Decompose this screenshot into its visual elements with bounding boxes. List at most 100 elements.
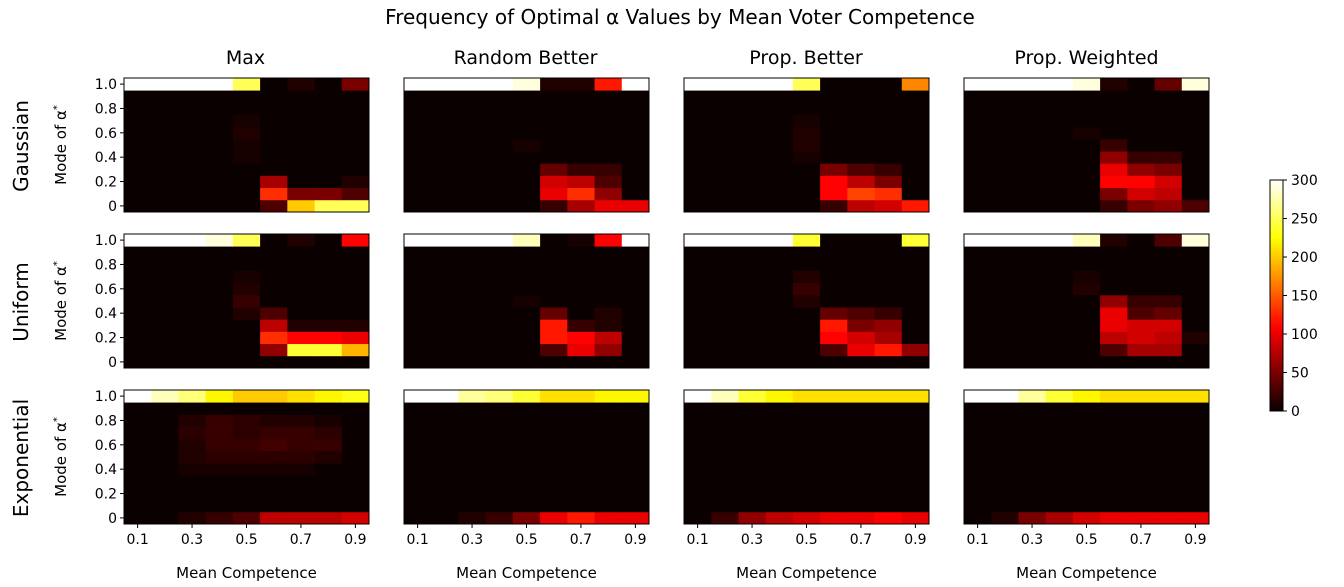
heatmap-cell	[178, 487, 207, 501]
heatmap-cell	[431, 102, 459, 115]
heatmap-cell	[232, 114, 261, 128]
heatmap-cell	[485, 175, 514, 189]
heatmap-cell	[765, 475, 794, 488]
heatmap-cell	[232, 414, 261, 427]
heatmap-cell	[567, 126, 595, 140]
column-title-max: Max	[226, 47, 265, 69]
heatmap-cell	[1018, 343, 1047, 357]
heatmap-cell	[847, 78, 875, 91]
heatmap-cell	[964, 246, 992, 259]
heatmap-cell	[232, 511, 261, 525]
heatmap-cell	[1100, 102, 1128, 115]
heatmap-cell	[1127, 343, 1155, 357]
heatmap-cell	[621, 402, 650, 415]
heatmap-cell	[594, 319, 623, 332]
heatmap-cell	[738, 475, 767, 488]
heatmap-cell	[621, 390, 650, 403]
heatmap-cell	[820, 199, 848, 213]
heatmap-cell	[847, 319, 875, 332]
heatmap-cell	[287, 414, 315, 427]
heatmap-cell	[341, 258, 370, 271]
heatmap-cell	[1045, 511, 1074, 525]
heatmap-cell	[874, 343, 903, 357]
heatmap-cell	[684, 246, 712, 259]
heatmap-cell	[1127, 511, 1155, 525]
heatmap-cell	[901, 331, 930, 345]
heatmap-cell	[260, 343, 288, 357]
heatmap-cell	[792, 199, 821, 213]
heatmap-cell	[594, 355, 623, 369]
heatmap-cell	[874, 163, 903, 176]
heatmap-cell	[792, 319, 821, 332]
heatmap-cell	[124, 138, 152, 152]
heatmap-cell	[964, 331, 992, 345]
heatmap-cell	[1018, 187, 1047, 201]
heatmap-cell	[1154, 294, 1183, 308]
heatmap-cell	[260, 319, 288, 332]
heatmap-cell	[820, 258, 848, 271]
heatmap-cell	[1181, 499, 1210, 513]
heatmap-cell	[765, 319, 794, 332]
heatmap-cell	[540, 199, 568, 213]
heatmap-cell	[205, 114, 234, 128]
heatmap-cell	[1127, 199, 1155, 213]
heatmap-cell	[901, 390, 930, 403]
heatmap-cell	[205, 187, 234, 201]
heatmap-cell	[847, 102, 875, 115]
heatmap-cell	[512, 414, 541, 427]
heatmap-cell	[485, 511, 514, 525]
heatmap-cell	[431, 319, 459, 332]
heatmap-cell	[847, 307, 875, 320]
heatmap-cell	[485, 355, 514, 369]
heatmap-panel-gaussian-prop-better	[683, 77, 930, 213]
heatmap-cell	[1045, 499, 1074, 513]
heatmap-cell	[738, 126, 767, 140]
heatmap-cell	[314, 163, 343, 176]
heatmap-cell	[874, 90, 903, 103]
heatmap-cell	[820, 163, 848, 176]
heatmap-cell	[1018, 282, 1047, 296]
heatmap-cell	[1072, 90, 1101, 103]
heatmap-cell	[1072, 126, 1101, 140]
heatmap-cell	[820, 487, 848, 501]
heatmap-cell	[232, 450, 261, 464]
heatmap-cell	[1181, 426, 1210, 440]
heatmap-cell	[1018, 355, 1047, 369]
heatmap-cell	[820, 294, 848, 308]
heatmap-cell	[1072, 234, 1101, 247]
heatmap-cell	[991, 390, 1019, 403]
heatmap-cell	[567, 355, 595, 369]
x-tick-label: 0.1	[126, 532, 148, 548]
heatmap-cell	[341, 102, 370, 115]
heatmap-cell	[232, 187, 261, 201]
heatmap-cell	[874, 187, 903, 201]
heatmap-cell	[621, 475, 650, 488]
heatmap-cell	[205, 511, 234, 525]
heatmap-cell	[404, 163, 432, 176]
heatmap-cell	[711, 270, 739, 284]
heatmap-cell	[684, 499, 712, 513]
heatmap-cell	[1100, 463, 1128, 476]
heatmap-panel-gaussian-max: 0 0.2 0.4 0.6 0.8 1.0 Mode of α*	[52, 77, 370, 215]
heatmap-cell	[512, 270, 541, 284]
heatmap-cell	[594, 294, 623, 308]
heatmap-cell	[151, 246, 179, 259]
heatmap-cell	[1100, 126, 1128, 140]
heatmap-cell	[431, 270, 459, 284]
heatmap-cell	[567, 343, 595, 357]
heatmap-cell	[684, 343, 712, 357]
heatmap-cell	[151, 151, 179, 164]
heatmap-cell	[1045, 390, 1074, 403]
heatmap-cell	[1154, 282, 1183, 296]
heatmap-cell	[820, 234, 848, 247]
heatmap-cell	[1045, 138, 1074, 152]
heatmap-cell	[404, 343, 432, 357]
heatmap-cell	[711, 102, 739, 115]
heatmap-cell	[1154, 151, 1183, 164]
heatmap-cell	[1072, 294, 1101, 308]
heatmap-cell	[458, 487, 487, 501]
heatmap-cell	[404, 294, 432, 308]
heatmap-cell	[594, 175, 623, 189]
heatmap-cell	[1018, 450, 1047, 464]
heatmap-cell	[621, 246, 650, 259]
